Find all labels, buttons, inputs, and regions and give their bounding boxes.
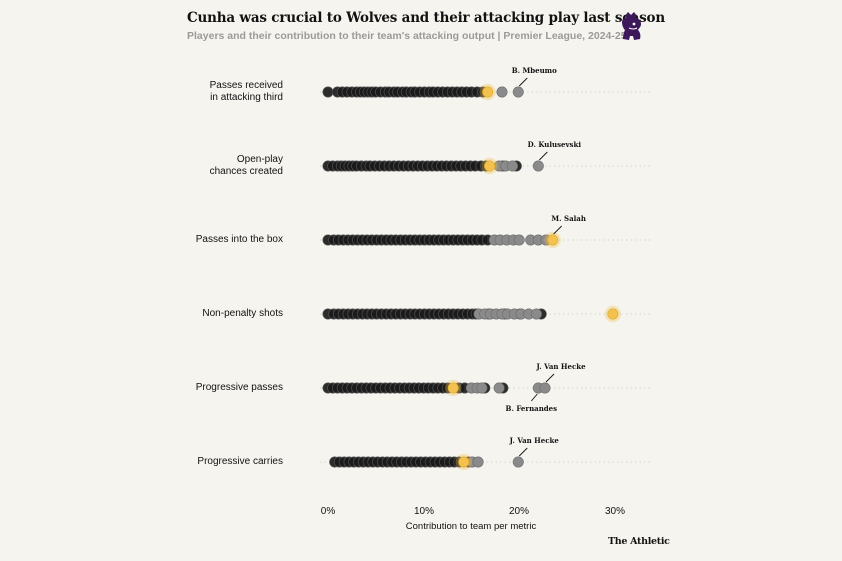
- x-tick-label: 10%: [413, 506, 435, 517]
- annotation-leader-line: [553, 225, 562, 235]
- top-player-point: [493, 382, 505, 394]
- annotation-label: J. Van Hecke: [509, 436, 560, 445]
- top-player-point: [539, 382, 551, 394]
- x-axis-label: Contribution to team per metric: [405, 521, 537, 532]
- top-player-point: [476, 382, 488, 394]
- x-tick-label: 20%: [508, 506, 530, 517]
- top-player-point: [496, 86, 508, 98]
- x-tick-label: 30%: [604, 506, 626, 517]
- top-player-point: [512, 456, 524, 468]
- player-point: [322, 86, 334, 98]
- the-athletic-logo: The Athletic: [608, 536, 670, 547]
- top-player-point: [512, 86, 524, 98]
- row-label: Open-play chances created: [209, 154, 283, 177]
- row-label: Progressive carries: [197, 456, 283, 467]
- annotation-label: J. Van Hecke: [535, 362, 586, 371]
- highlight-point: [482, 86, 494, 98]
- annotation-label: B. Fernandes: [506, 404, 558, 413]
- annotation-label: B. Mbeumo: [512, 66, 557, 75]
- annotation-leader-line: [518, 77, 528, 87]
- top-player-point: [513, 234, 525, 246]
- annotation-leader-line: [545, 373, 555, 383]
- row-label: Passes into the box: [195, 234, 283, 245]
- top-player-point: [472, 456, 484, 468]
- x-tick-label: 0%: [320, 506, 336, 517]
- highlight-point: [458, 456, 470, 468]
- annotation-leader-line: [518, 447, 528, 457]
- highlight-point: [484, 160, 496, 172]
- chart-title: Cunha was crucial to Wolves and their at…: [187, 10, 665, 26]
- top-player-point: [507, 160, 519, 172]
- top-player-point: [532, 160, 544, 172]
- annotation-label: M. Salah: [551, 214, 586, 223]
- annotation-label: D. Kulusevski: [528, 140, 582, 149]
- highlight-point: [547, 234, 559, 246]
- highlight-point: [607, 308, 619, 320]
- annotation-leader-line: [539, 151, 548, 161]
- annotation-leader-line: [530, 393, 538, 402]
- row-label: Progressive passes: [195, 382, 283, 393]
- highlight-point: [447, 382, 459, 394]
- row-label: Passes received in attacking third: [209, 80, 283, 103]
- chart-subtitle: Players and their contribution to their …: [187, 30, 627, 42]
- top-player-point: [530, 308, 542, 320]
- row-label: Non-penalty shots: [202, 308, 283, 319]
- premier-league-lion-logo: [622, 12, 641, 40]
